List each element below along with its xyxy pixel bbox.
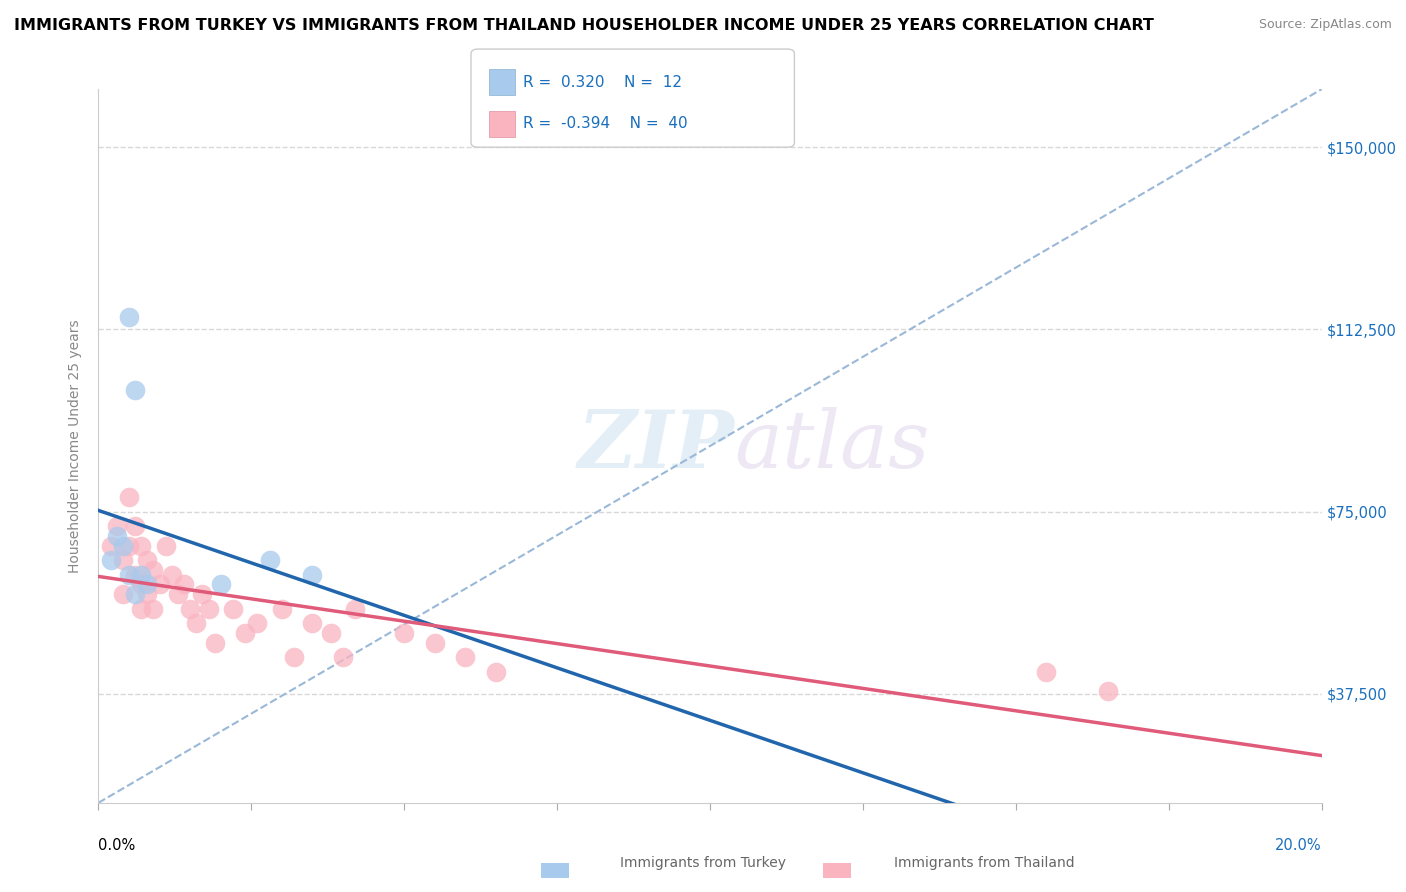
Point (118, 567, 141, 582)
Point (179, 601, 201, 615)
Text: Source: ZipAtlas.com: Source: ZipAtlas.com (1258, 18, 1392, 31)
Point (204, 635, 226, 649)
Point (197, 601, 219, 615)
Point (392, 626, 416, 640)
Text: Immigrants from Turkey: Immigrants from Turkey (620, 855, 786, 870)
Point (124, 567, 146, 582)
Point (301, 567, 323, 582)
Point (259, 553, 281, 567)
Point (1035, 665, 1057, 679)
Point (129, 539, 152, 553)
Point (191, 587, 214, 601)
Point (186, 616, 208, 631)
Point (118, 490, 141, 504)
Text: atlas: atlas (734, 408, 929, 484)
Text: R =  -0.394    N =  40: R = -0.394 N = 40 (523, 117, 688, 131)
Point (100, 553, 122, 567)
Point (129, 601, 152, 615)
Point (136, 553, 159, 567)
Point (111, 539, 134, 553)
Point (149, 577, 172, 591)
Point (129, 577, 152, 591)
Point (301, 616, 323, 631)
Point (111, 553, 134, 567)
Point (485, 665, 508, 679)
Point (142, 563, 165, 577)
Point (129, 567, 152, 582)
Point (173, 577, 195, 591)
Point (105, 529, 128, 543)
Point (118, 310, 141, 325)
Text: 0.0%: 0.0% (98, 838, 135, 854)
Y-axis label: Householder Income Under 25 years: Householder Income Under 25 years (69, 319, 83, 573)
Point (160, 567, 183, 582)
Text: ZIP: ZIP (578, 408, 734, 484)
Point (136, 587, 159, 601)
Point (124, 587, 146, 601)
Point (142, 601, 165, 615)
Point (222, 601, 245, 615)
Point (1097, 684, 1119, 698)
Point (209, 577, 232, 591)
Point (319, 626, 342, 640)
Point (111, 587, 134, 601)
Point (105, 519, 128, 533)
Point (155, 539, 177, 553)
Point (344, 601, 367, 615)
Text: R =  0.320    N =  12: R = 0.320 N = 12 (523, 75, 682, 89)
Point (124, 519, 146, 533)
Point (167, 587, 190, 601)
Point (332, 650, 354, 665)
Point (246, 616, 269, 631)
Point (454, 650, 477, 665)
Point (423, 635, 446, 649)
Point (233, 626, 256, 640)
Point (270, 601, 292, 615)
Point (283, 650, 305, 665)
Text: Immigrants from Thailand: Immigrants from Thailand (894, 855, 1074, 870)
Text: IMMIGRANTS FROM TURKEY VS IMMIGRANTS FROM THAILAND HOUSEHOLDER INCOME UNDER 25 Y: IMMIGRANTS FROM TURKEY VS IMMIGRANTS FRO… (14, 18, 1154, 33)
Text: 20.0%: 20.0% (1275, 838, 1322, 854)
Point (136, 577, 159, 591)
Point (118, 539, 141, 553)
Point (100, 539, 122, 553)
Point (124, 383, 146, 397)
